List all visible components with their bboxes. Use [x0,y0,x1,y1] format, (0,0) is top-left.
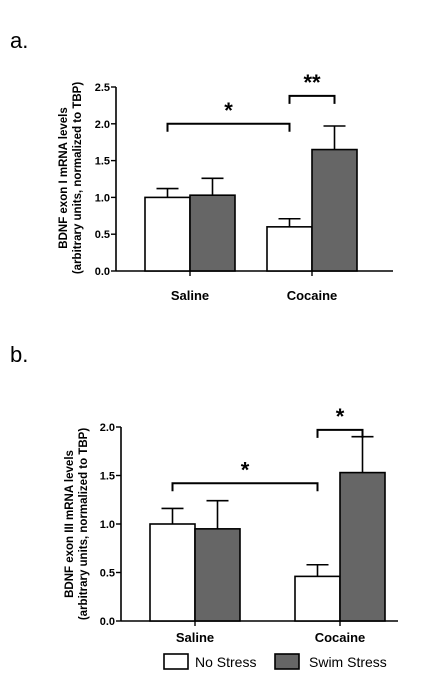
significance-marker: * [336,404,345,429]
bar [194,528,241,622]
y-axis-subtitle: (arbitrary units, normalized to TBP) [72,82,84,274]
panel-label: b. [10,342,28,367]
panel-label: a. [10,28,28,53]
y-tick-label: 1.5 [95,156,110,168]
significance-marker: * [241,457,250,482]
bar [311,148,358,272]
significance-bracket [316,428,364,438]
y-tick-label: 2.0 [100,422,115,434]
bar [339,471,386,622]
y-tick-label: 0.5 [100,568,115,580]
y-tick-label: 0.0 [95,266,110,278]
x-category-label: Saline [176,630,214,645]
y-tick-label: 0.0 [100,616,115,628]
bar [294,575,341,622]
significance-marker: * [224,98,233,123]
y-axis-subtitle: (arbitrary units, normalized to TBP) [78,428,90,620]
y-tick-label: 1.5 [100,471,115,483]
y-tick-label: 2.0 [95,119,110,131]
bar [149,523,196,622]
significance-marker: ** [303,70,321,95]
y-tick-label: 1.0 [95,192,110,204]
y-axis-title: BDNF exon I mRNA levels [58,107,70,248]
y-tick-label: 0.5 [95,229,110,241]
legend-label: No Stress [195,654,256,670]
x-category-label: Saline [171,288,209,303]
bar [266,226,313,272]
legend-label: Swim Stress [309,654,387,670]
legend-swatch [274,653,300,670]
y-tick-label: 2.5 [95,82,110,94]
significance-bracket [288,94,336,104]
x-category-label: Cocaine [287,288,338,303]
bar [144,196,191,272]
bar [189,194,236,272]
y-tick-label: 1.0 [100,519,115,531]
y-axis-title: BDNF exon III mRNA levels [64,450,76,598]
significance-bracket [171,482,319,492]
significance-bracket [166,122,291,132]
legend-swatch [163,653,189,670]
x-category-label: Cocaine [315,630,366,645]
